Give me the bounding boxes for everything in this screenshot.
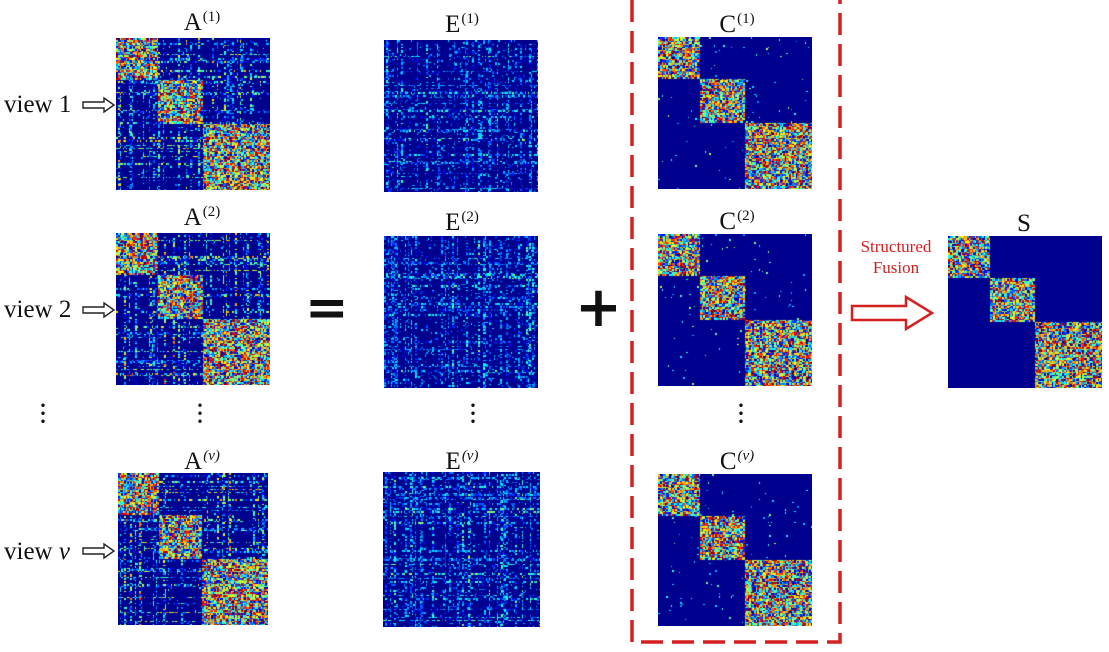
av-title: A(v) xyxy=(162,449,242,474)
e-ellipsis: · · · xyxy=(463,402,483,426)
matrix-c2 xyxy=(658,234,812,386)
fusion-arrow-icon xyxy=(850,295,936,331)
a-ellipsis: · · · xyxy=(190,402,210,426)
matrix-av xyxy=(118,473,268,625)
structured-fusion-label: Structured Fusion xyxy=(846,236,946,278)
matrix-c1 xyxy=(658,37,812,189)
ev-title: E(v) xyxy=(422,449,502,474)
a2-title: A(2) xyxy=(162,205,242,230)
a1-title: A(1) xyxy=(162,10,242,35)
view-1-label: view 1 xyxy=(4,92,71,117)
view-1-arrow-icon xyxy=(82,95,116,115)
equals-sign: = xyxy=(305,282,349,334)
matrix-s xyxy=(948,236,1102,388)
plus-sign: + xyxy=(575,280,622,336)
view-ellipsis: · · · xyxy=(33,402,53,426)
view-2-label: view 2 xyxy=(4,297,71,322)
e2-title: E(2) xyxy=(422,210,502,235)
e1-title: E(1) xyxy=(422,12,502,37)
matrix-ev xyxy=(383,472,540,627)
matrix-e2 xyxy=(384,236,538,388)
view-v-label: view v xyxy=(4,539,70,564)
matrix-a2 xyxy=(116,233,270,385)
matrix-e1 xyxy=(384,40,538,192)
s-title: S xyxy=(984,211,1064,236)
matrix-a1 xyxy=(116,38,270,190)
view-v-arrow-icon xyxy=(82,541,116,561)
matrix-cv xyxy=(658,474,812,626)
view-2-arrow-icon xyxy=(82,300,116,320)
